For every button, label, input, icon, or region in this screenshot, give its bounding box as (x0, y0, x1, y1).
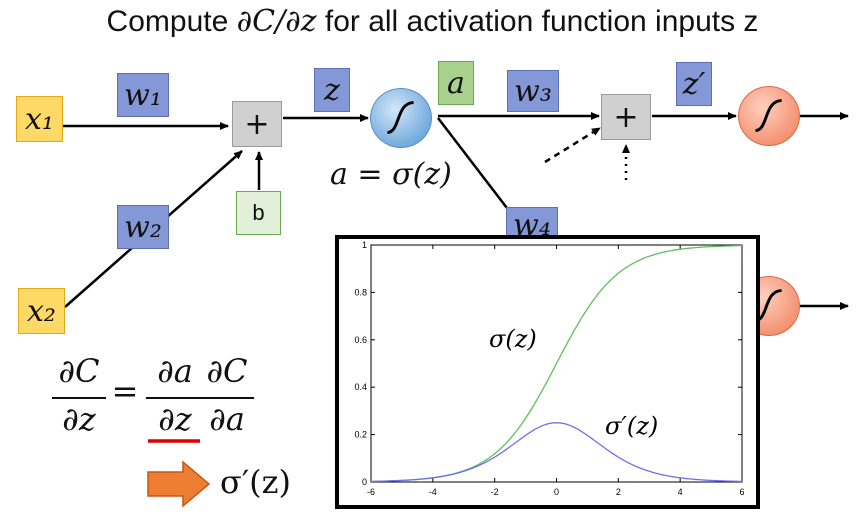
x-tick-label: 6 (739, 487, 744, 497)
label-z: z (314, 68, 350, 112)
input-x1: x₁ (16, 96, 63, 142)
y-tick-label: 0.4 (354, 382, 367, 392)
r1-denominator: ∂z (158, 400, 192, 438)
lhs-fraction-bar (52, 397, 106, 399)
sigmoid-plot: -6 -4 -2 0 2 4 6 0 0.2 0.4 0.6 0.8 1 σ(z) σ′(z) (335, 235, 760, 509)
lhs-numerator: ∂C (58, 352, 100, 390)
x-tick-label: -2 (491, 487, 499, 497)
sigmoid-neuron-2 (738, 86, 800, 146)
y-tick-label: 0 (362, 477, 367, 487)
y-tick-label: 1 (362, 240, 367, 250)
plot-canvas: -6 -4 -2 0 2 4 6 0 0.2 0.4 0.6 0.8 1 σ(z) σ′(z) (354, 240, 744, 497)
title-expression: ∂C/∂z (236, 4, 317, 39)
sigma-prime-label: σ′(z) (605, 412, 658, 440)
r2-numerator: ∂C (206, 352, 248, 390)
x-tick-label: 4 (678, 487, 683, 497)
wire-dashed-incoming (544, 126, 601, 164)
lhs-denominator: ∂z (62, 400, 96, 438)
activation-equation: a = σ(z) (330, 157, 452, 192)
label-z-prime: z′ (676, 62, 712, 106)
sigmoid-icon (755, 99, 782, 132)
x-tick-label: 0 (554, 487, 559, 497)
title-prefix: Compute (106, 5, 237, 38)
y-tick-label: 0.6 (354, 335, 367, 345)
r1-numerator: ∂a (157, 352, 193, 390)
equals-sign: = (111, 372, 139, 410)
rhs-fraction-bar (146, 397, 254, 399)
slide-title: Compute ∂C/∂z for all activation functio… (0, 4, 865, 39)
y-tick-label: 0.2 (354, 430, 367, 440)
title-suffix: for all activation function inputs z (316, 5, 759, 38)
sigmoid-neuron (370, 88, 432, 148)
x-tick-label: -6 (367, 487, 375, 497)
x-tick-label: 2 (616, 487, 621, 497)
weight-w3: w₃ (507, 70, 559, 112)
sigmoid-derivative-curve (370, 422, 743, 483)
x-tick-label: -4 (429, 487, 437, 497)
label-a: a (438, 61, 474, 105)
wire-a-to-lower (437, 117, 511, 213)
result-sigma-prime: σ′(z) (220, 463, 291, 501)
bias-b: b (236, 191, 281, 235)
sum-node-2: + (601, 94, 651, 140)
orange-arrow (147, 460, 211, 508)
y-tick-label: 0.8 (354, 287, 367, 297)
sum-node: + (232, 101, 282, 147)
r2-denominator: ∂a (209, 400, 245, 438)
sigmoid-icon (387, 101, 414, 134)
input-x2: x₂ (18, 288, 65, 334)
weight-w1: w₁ (117, 73, 169, 117)
weight-w2: w₂ (117, 205, 169, 249)
sigma-label: σ(z) (489, 325, 537, 353)
